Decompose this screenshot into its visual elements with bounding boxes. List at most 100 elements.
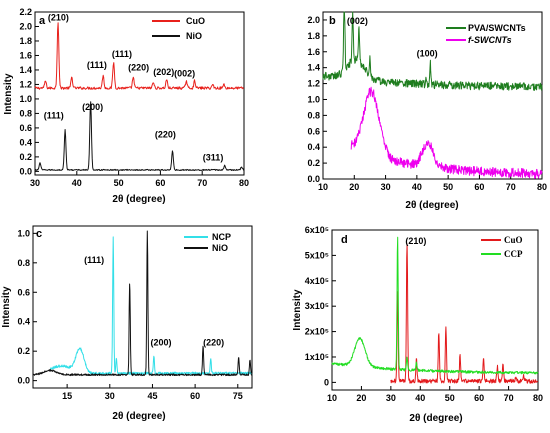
y-tick-label: 1.2 (19, 79, 32, 89)
panel-label: c (36, 228, 42, 240)
legend: PVA/SWCNTs f-SWCNTs (446, 23, 526, 45)
x-tick-label: 70 (504, 393, 514, 403)
peak-annotation: (210) (405, 236, 426, 246)
y-tick-label: 0.8 (17, 258, 30, 268)
y-tick-label: 0.2 (19, 152, 32, 162)
y-tick-label: 6x10⁵ (305, 225, 329, 235)
series-line-ccp (331, 236, 539, 375)
series-line-f-swcnts (350, 86, 543, 179)
x-axis-title: 2θ (degree) (405, 200, 458, 211)
x-tick-label: 50 (445, 393, 455, 403)
panel-label: d (341, 234, 348, 246)
y-tick-label: 1.0 (17, 228, 30, 238)
x-tick-label: 10 (318, 182, 328, 192)
series-line-ncp (49, 236, 253, 375)
y-tick-label: 1.2 (307, 79, 320, 89)
y-tick-label: 2x10⁵ (305, 327, 329, 337)
y-axis-title: Intensity (3, 73, 14, 115)
x-axis-title: 2θ (degree) (112, 411, 165, 422)
y-tick-label: 1.4 (19, 65, 32, 75)
x-tick-label: 40 (412, 182, 422, 192)
panel-d: d 2θ (degree) Intensity CuO CCP 10 20 30 40… (292, 225, 543, 424)
y-tick-label: 0.2 (17, 346, 30, 356)
y-tick-label: 0.0 (17, 376, 30, 386)
peak-annotation: (002) (347, 16, 368, 26)
x-tick-label: 30 (381, 182, 391, 192)
y-tick-label: 1x10⁵ (305, 352, 329, 362)
peak-annotation: (111) (87, 60, 107, 70)
plot-frame (331, 229, 539, 391)
peak-annotation: (311) (203, 153, 224, 163)
legend-label-nio: NiO (186, 31, 202, 41)
y-tick-label: 0.4 (17, 317, 30, 327)
legend-label-f-swcnts: f-SWCNTs (468, 35, 512, 45)
peak-annotation: (100) (417, 49, 438, 59)
legend-label-nio: NiO (212, 243, 228, 253)
y-tick-label: 0.8 (19, 108, 32, 118)
x-tick-label: 40 (72, 178, 82, 188)
legend-label-cuo: CuO (186, 16, 205, 26)
x-tick-label: 30 (105, 391, 115, 401)
y-tick-label: 2.2 (19, 7, 32, 17)
y-tick-label: 0.6 (19, 123, 32, 133)
y-tick-label: 0.0 (19, 166, 32, 176)
y-tick-label: 0.6 (17, 287, 30, 297)
peak-annotation: (220) (128, 63, 149, 73)
legend-label-pva-swcnts: PVA/SWCNTs (468, 23, 526, 33)
peak-annotation: (111) (84, 255, 104, 265)
x-tick-label: 75 (233, 391, 243, 401)
x-tick-label: 40 (415, 393, 425, 403)
y-tick-label: 4x10⁵ (305, 276, 329, 286)
y-tick-label: 0.0 (307, 174, 320, 184)
peak-annotation: (111) (44, 110, 64, 120)
x-tick-label: 20 (349, 182, 359, 192)
y-tick-label: 1.8 (307, 31, 320, 41)
y-tick-label: 0.4 (307, 142, 320, 152)
series-line-nio (34, 101, 245, 171)
y-tick-label: 2.0 (19, 21, 32, 31)
y-tick-label: 1.6 (19, 50, 32, 60)
x-tick-label: 80 (537, 182, 547, 192)
x-tick-label: 50 (443, 182, 453, 192)
x-tick-label: 20 (356, 393, 366, 403)
x-tick-label: 15 (62, 391, 72, 401)
x-axis-title: 2θ (degree) (409, 413, 462, 424)
peak-annotation: (220) (203, 337, 224, 347)
x-tick-label: 50 (114, 178, 124, 188)
x-tick-label: 60 (474, 182, 484, 192)
y-tick-label: 5x10⁵ (305, 250, 329, 260)
y-tick-label: 0 (324, 377, 329, 387)
x-tick-label: 60 (474, 393, 484, 403)
y-tick-label: 0.6 (307, 126, 320, 136)
legend-label-ccp: CCP (504, 249, 523, 259)
x-tick-label: 60 (190, 391, 200, 401)
x-tick-label: 30 (386, 393, 396, 403)
peak-annotation: (111) (112, 49, 132, 59)
y-tick-label: 0.2 (307, 158, 320, 168)
panel-c: c 2θ (degree) Intensity NCP NiO 15 30 45 60… (1, 225, 253, 422)
y-tick-label: 0.8 (307, 110, 320, 120)
legend: NCP NiO (184, 232, 231, 253)
peak-annotation: (202) (153, 67, 174, 77)
x-tick-label: 80 (239, 178, 249, 188)
legend-label-cuo: CuO (504, 235, 523, 245)
y-tick-label: 1.8 (19, 36, 32, 46)
y-tick-label: 3x10⁵ (305, 301, 329, 311)
legend-label-ncp: NCP (212, 232, 231, 242)
panel-a: a 2θ (degree) Intensity CuO NiO 30 40 50 60… (3, 7, 249, 205)
y-tick-label: 1.6 (307, 47, 320, 57)
peak-annotation: (200) (150, 337, 171, 347)
peak-annotation: (220) (155, 129, 176, 139)
plot-frame (32, 225, 253, 389)
series-line-pva-swcnts (322, 11, 543, 91)
y-tick-label: 2.0 (307, 15, 320, 25)
series-line-cuo (34, 22, 245, 90)
panel-b: b 2θ (degree) PVA/SWCNTs f-SWCNTs 10 20 30… (307, 11, 547, 211)
x-tick-label: 60 (155, 178, 165, 188)
plot-frame (34, 11, 245, 176)
x-tick-label: 10 (327, 393, 337, 403)
legend: CuO CCP (481, 235, 523, 259)
y-tick-label: 1.4 (307, 63, 320, 73)
plot-frame (322, 11, 543, 180)
